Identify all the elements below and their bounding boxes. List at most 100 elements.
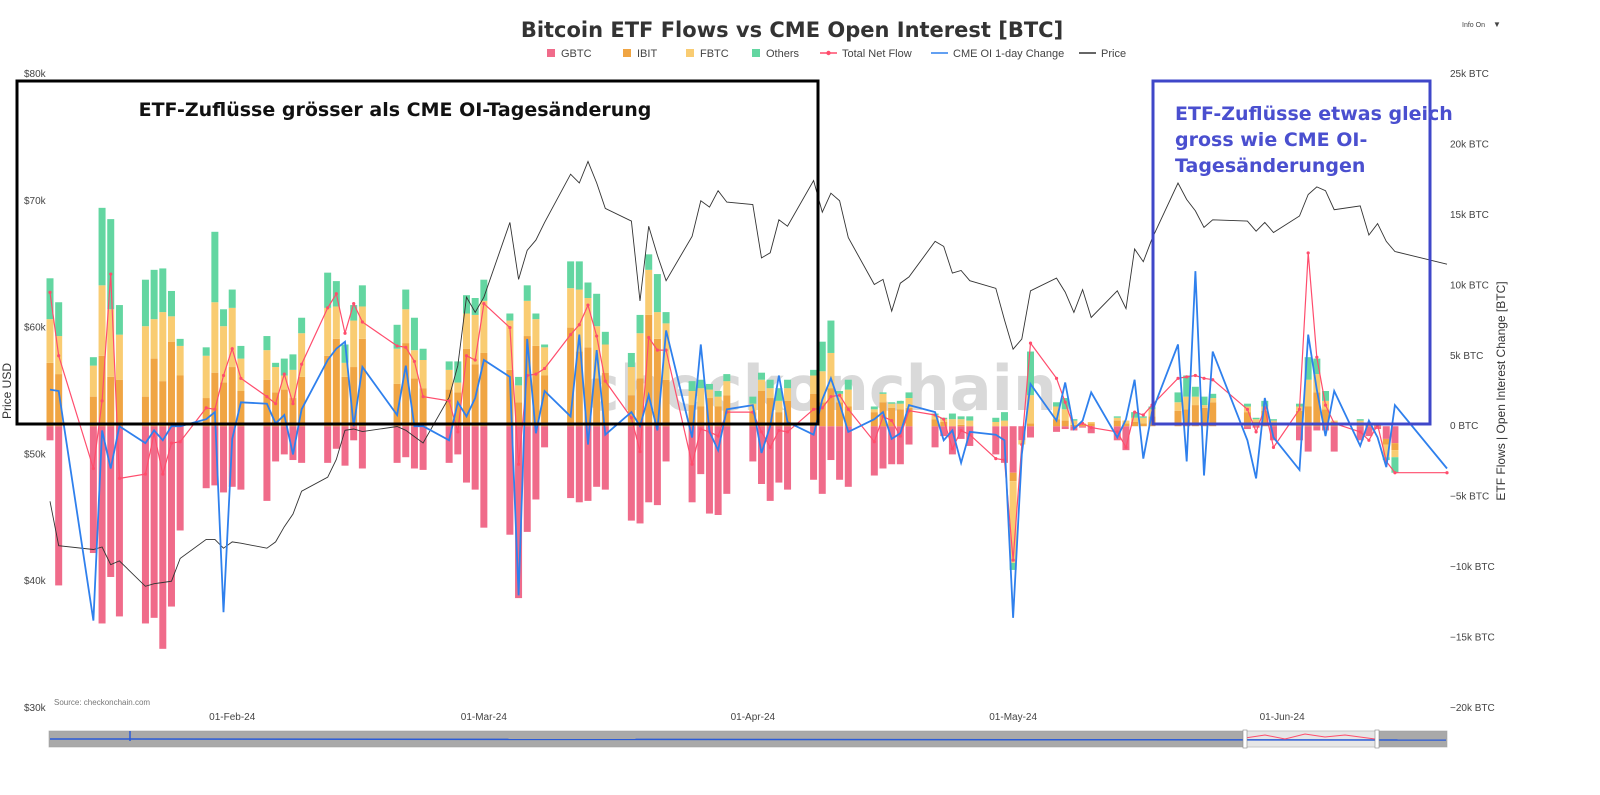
bar-gbtc[interactable] <box>784 426 792 490</box>
bar-others[interactable] <box>870 406 878 410</box>
bar-fbtc[interactable] <box>1200 405 1208 408</box>
bar-others[interactable] <box>1070 419 1078 421</box>
bar-others[interactable] <box>948 413 956 420</box>
bar-others[interactable] <box>506 313 514 321</box>
bar-gbtc[interactable] <box>298 426 306 463</box>
bar-fbtc[interactable] <box>176 345 184 376</box>
bar-fbtc[interactable] <box>1304 379 1312 407</box>
bar-others[interactable] <box>202 347 210 356</box>
bar-gbtc[interactable] <box>115 426 123 617</box>
bar-ibit[interactable] <box>480 352 488 427</box>
bar-gbtc[interactable] <box>1374 426 1382 430</box>
bar-others[interactable] <box>766 379 774 389</box>
bar-others[interactable] <box>601 331 609 345</box>
bar-ibit[interactable] <box>896 409 904 427</box>
bar-ibit[interactable] <box>176 375 184 427</box>
net-flow-point[interactable] <box>221 373 226 378</box>
bar-fbtc[interactable] <box>410 350 418 379</box>
bar-gbtc[interactable] <box>350 426 358 441</box>
bar-fbtc[interactable] <box>1061 409 1069 421</box>
bar-others[interactable] <box>1382 457 1390 461</box>
bar-gbtc[interactable] <box>1122 426 1130 451</box>
bar-others[interactable] <box>1313 358 1321 375</box>
bar-ibit[interactable] <box>1027 423 1035 427</box>
net-flow-point[interactable] <box>595 334 599 338</box>
bar-ibit[interactable] <box>601 372 609 427</box>
bar-fbtc[interactable] <box>167 316 175 342</box>
bar-others[interactable] <box>836 391 844 394</box>
bar-ibit[interactable] <box>784 400 792 427</box>
net-flow-point[interactable] <box>777 428 781 433</box>
bar-others[interactable] <box>358 285 366 307</box>
bar-gbtc[interactable] <box>1018 426 1026 441</box>
bar-others[interactable] <box>810 369 818 376</box>
bar-ibit[interactable] <box>1382 438 1390 445</box>
bar-fbtc[interactable] <box>280 375 288 390</box>
bar-gbtc[interactable] <box>46 426 54 441</box>
bar-gbtc[interactable] <box>940 426 948 437</box>
net-flow-point[interactable] <box>569 333 573 337</box>
bar-others[interactable] <box>298 317 306 334</box>
net-flow-point[interactable] <box>1245 407 1250 411</box>
bar-fbtc[interactable] <box>1252 419 1260 422</box>
bar-fbtc[interactable] <box>107 309 115 377</box>
net-flow-point[interactable] <box>326 306 330 310</box>
bar-ibit[interactable] <box>220 382 228 427</box>
bar-fbtc[interactable] <box>1191 396 1199 406</box>
bar-others[interactable] <box>150 269 158 320</box>
bar-fbtc[interactable] <box>931 414 939 420</box>
bar-fbtc[interactable] <box>723 381 731 396</box>
bar-others[interactable] <box>462 295 470 314</box>
net-flow-point[interactable] <box>1323 403 1328 407</box>
bar-others[interactable] <box>879 392 887 394</box>
bar-gbtc[interactable] <box>593 426 601 487</box>
bar-fbtc[interactable] <box>1391 450 1399 458</box>
net-flow-point[interactable] <box>1185 375 1189 379</box>
bar-others[interactable] <box>289 354 297 370</box>
bar-gbtc[interactable] <box>419 426 427 470</box>
bar-ibit[interactable] <box>688 405 696 427</box>
net-flow-point[interactable] <box>534 372 538 376</box>
bar-others[interactable] <box>393 324 401 349</box>
bar-fbtc[interactable] <box>1139 417 1147 424</box>
bar-gbtc[interactable] <box>462 426 470 483</box>
legend-swatch-gbtc[interactable] <box>547 49 555 57</box>
bar-fbtc[interactable] <box>844 389 852 407</box>
bar-fbtc[interactable] <box>515 385 523 403</box>
bar-others[interactable] <box>402 289 410 310</box>
bar-gbtc[interactable] <box>402 426 410 458</box>
bar-ibit[interactable] <box>298 376 306 427</box>
bar-ibit[interactable] <box>324 355 332 427</box>
net-flow-point[interactable] <box>872 440 876 444</box>
bar-others[interactable] <box>419 348 427 361</box>
bar-ibit[interactable] <box>228 367 236 427</box>
bar-others[interactable] <box>1139 416 1147 418</box>
bar-fbtc[interactable] <box>584 298 592 348</box>
legend-swatch-others[interactable] <box>752 49 760 57</box>
bar-fbtc[interactable] <box>758 379 766 391</box>
bar-others[interactable] <box>966 416 974 421</box>
bar-ibit[interactable] <box>584 347 592 427</box>
bar-fbtc[interactable] <box>445 369 453 390</box>
bar-gbtc[interactable] <box>896 426 904 465</box>
net-flow-point[interactable] <box>412 359 417 364</box>
bar-fbtc[interactable] <box>627 367 635 396</box>
bar-fbtc[interactable] <box>402 309 410 344</box>
net-flow-point[interactable] <box>994 457 998 461</box>
bar-gbtc[interactable] <box>662 426 670 462</box>
bar-others[interactable] <box>523 285 531 301</box>
bar-gbtc[interactable] <box>107 426 115 577</box>
net-flow-point[interactable] <box>447 399 451 403</box>
net-flow-point[interactable] <box>48 290 52 294</box>
bar-others[interactable] <box>749 396 757 404</box>
bar-fbtc[interactable] <box>688 391 696 406</box>
net-flow-point[interactable] <box>829 395 833 399</box>
net-flow-point[interactable] <box>1063 400 1067 404</box>
bar-others[interactable] <box>141 279 149 327</box>
bar-others[interactable] <box>1174 392 1182 403</box>
bar-fbtc[interactable] <box>462 313 470 349</box>
bar-ibit[interactable] <box>1322 409 1330 427</box>
bar-gbtc[interactable] <box>263 426 271 501</box>
bar-fbtc[interactable] <box>775 400 783 413</box>
bar-gbtc[interactable] <box>931 426 939 448</box>
